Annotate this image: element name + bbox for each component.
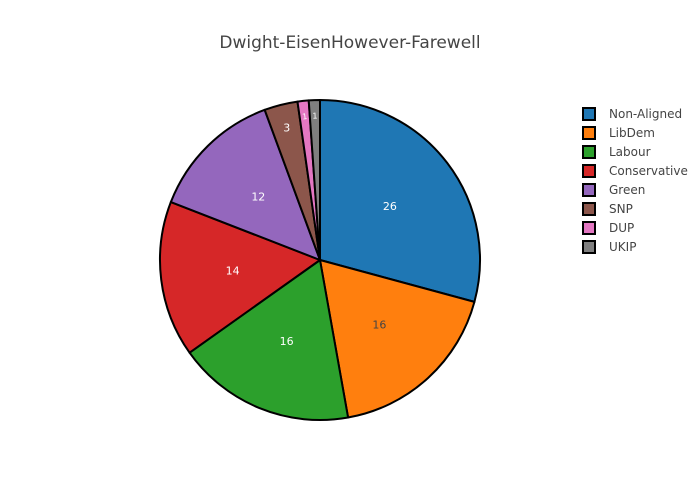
legend-label-dup: DUP: [609, 221, 634, 235]
pie-slice-non-aligned[interactable]: [319, 99, 481, 303]
pie-slice-green[interactable]: [169, 108, 321, 261]
slice-value-label-ukip: 1: [312, 112, 317, 121]
pie-slice-libdem[interactable]: [319, 259, 476, 419]
legend-label-non-aligned: Non-Aligned: [609, 107, 682, 121]
legend-swatch-libdem: [582, 126, 596, 140]
slice-value-label-labour: 16: [280, 335, 294, 348]
legend-label-conservative: Conservative: [609, 164, 688, 178]
legend-label-snp: SNP: [609, 202, 633, 216]
legend-item-green[interactable]: Green: [582, 183, 645, 197]
legend-swatch-non-aligned: [582, 107, 596, 121]
legend-item-snp[interactable]: SNP: [582, 202, 633, 216]
legend-label-labour: Labour: [609, 145, 651, 159]
legend-swatch-ukip: [582, 240, 596, 254]
pie-slice-labels: 26 16 16 14 12 3 1 1: [226, 112, 397, 348]
slice-value-label-snp: 3: [283, 122, 290, 135]
pie-slice-labour[interactable]: [188, 259, 350, 421]
legend-item-dup[interactable]: DUP: [582, 221, 634, 235]
slice-value-label-libdem: 16: [372, 318, 386, 331]
legend-swatch-green: [582, 183, 596, 197]
legend-swatch-dup: [582, 221, 596, 235]
slice-value-label-conservative: 14: [226, 264, 240, 277]
legend-label-libdem: LibDem: [609, 126, 655, 140]
legend-item-labour[interactable]: Labour: [582, 145, 651, 159]
slice-value-label-dup: 1: [302, 112, 308, 121]
legend: Non-Aligned LibDem Labour Conservative Green…: [582, 107, 688, 254]
legend-item-ukip[interactable]: UKIP: [582, 240, 636, 254]
pie-slices: [159, 99, 481, 421]
legend-item-non-aligned[interactable]: Non-Aligned: [582, 107, 682, 121]
legend-label-green: Green: [609, 183, 645, 197]
slice-value-label-non-aligned: 26: [383, 200, 397, 213]
chart-title: Dwight-EisenHowever-Farewell: [219, 33, 481, 53]
legend-swatch-snp: [582, 202, 596, 216]
pie-slice-conservative[interactable]: [159, 201, 321, 354]
legend-label-ukip: UKIP: [609, 240, 636, 254]
legend-swatch-labour: [582, 145, 596, 159]
slice-value-label-green: 12: [251, 191, 265, 204]
pie-slice-ukip[interactable]: [307, 99, 321, 261]
legend-item-libdem[interactable]: LibDem: [582, 126, 655, 140]
legend-swatch-conservative: [582, 164, 596, 178]
legend-item-conservative[interactable]: Conservative: [582, 164, 688, 178]
